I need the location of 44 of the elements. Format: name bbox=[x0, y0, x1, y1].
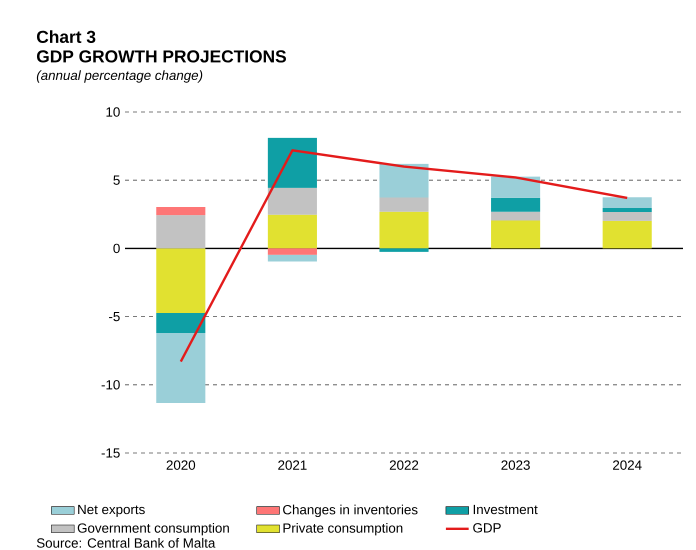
bar bbox=[491, 176, 540, 198]
x-tick-label: 2021 bbox=[278, 460, 307, 470]
legend-label: GDP bbox=[473, 523, 501, 533]
x-tick-label: 2020 bbox=[166, 460, 196, 470]
bar bbox=[491, 198, 540, 212]
bar bbox=[491, 212, 540, 220]
chart-title: GDP GROWTH PROJECTIONS bbox=[36, 50, 286, 63]
bar bbox=[268, 254, 317, 262]
legend-label: Government consumption bbox=[78, 522, 229, 536]
line-series bbox=[180, 149, 628, 363]
y-tick-label: 0 bbox=[113, 244, 120, 254]
bar bbox=[156, 332, 206, 403]
bar bbox=[379, 212, 429, 248]
bar bbox=[602, 208, 652, 212]
bar bbox=[268, 214, 317, 248]
bar bbox=[156, 215, 206, 248]
bar bbox=[268, 248, 317, 255]
bar bbox=[379, 198, 429, 212]
chart-subtitle: (annual percentage change) bbox=[36, 70, 202, 83]
bar bbox=[268, 138, 317, 188]
y-tick-label: -10 bbox=[102, 380, 120, 390]
y-tick-label: 10 bbox=[106, 107, 120, 117]
y-tick-label: 5 bbox=[113, 176, 120, 185]
bar bbox=[491, 220, 540, 248]
bar bbox=[156, 313, 206, 333]
source-note: Source: Central Bank of Malta bbox=[36, 538, 216, 548]
y-tick-label: -15 bbox=[102, 448, 120, 458]
x-tick-label: 2023 bbox=[501, 460, 530, 470]
legend-label: Investment bbox=[474, 504, 538, 514]
bar bbox=[379, 164, 429, 198]
legend-label: Private consumption bbox=[283, 522, 402, 536]
bar bbox=[602, 212, 652, 221]
x-tick-label: 2024 bbox=[613, 460, 642, 470]
bar bbox=[156, 206, 206, 216]
y-tick-label: -5 bbox=[109, 312, 120, 322]
legend-label: Net exports bbox=[78, 504, 145, 517]
caption: Chart 3 bbox=[36, 30, 96, 44]
bar bbox=[602, 220, 652, 248]
x-tick-label: 2022 bbox=[390, 460, 418, 470]
bar bbox=[602, 197, 652, 208]
bar bbox=[268, 188, 317, 215]
bar bbox=[379, 248, 429, 252]
legend-label: Changes in inventories bbox=[283, 504, 418, 518]
bar bbox=[156, 248, 206, 314]
